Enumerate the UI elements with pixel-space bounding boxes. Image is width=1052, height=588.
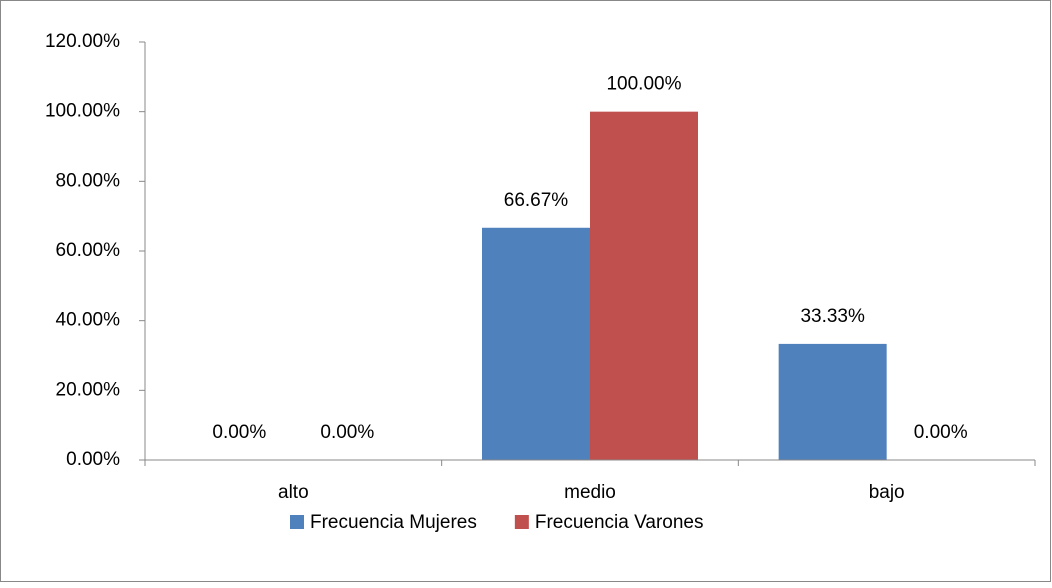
bar <box>590 111 698 461</box>
y-tick-label: 80.00% <box>56 170 121 191</box>
value-label: 100.00% <box>606 74 681 95</box>
value-label: 0.00% <box>914 422 968 443</box>
y-tick-label: 60.00% <box>56 240 121 261</box>
x-tick-label: alto <box>278 482 309 503</box>
legend-swatch <box>514 515 529 529</box>
y-tick-label: 120.00% <box>45 31 120 52</box>
bar <box>778 343 887 460</box>
x-tick-label: medio <box>564 482 616 503</box>
value-label: 33.33% <box>800 306 865 327</box>
y-tick-label: 20.00% <box>56 379 121 400</box>
bar <box>482 227 590 460</box>
value-label: 0.00% <box>212 422 266 443</box>
legend-swatch <box>290 515 304 529</box>
legend-label: Frecuencia Mujeres <box>310 512 477 533</box>
value-label: 66.67% <box>504 190 569 211</box>
y-tick-label: 100.00% <box>45 101 120 122</box>
y-tick-label: 40.00% <box>56 310 121 331</box>
y-tick-label: 0.00% <box>66 449 120 470</box>
legend-label: Frecuencia Varones <box>535 512 704 533</box>
value-label: 0.00% <box>320 422 374 443</box>
x-tick-label: bajo <box>869 482 905 503</box>
